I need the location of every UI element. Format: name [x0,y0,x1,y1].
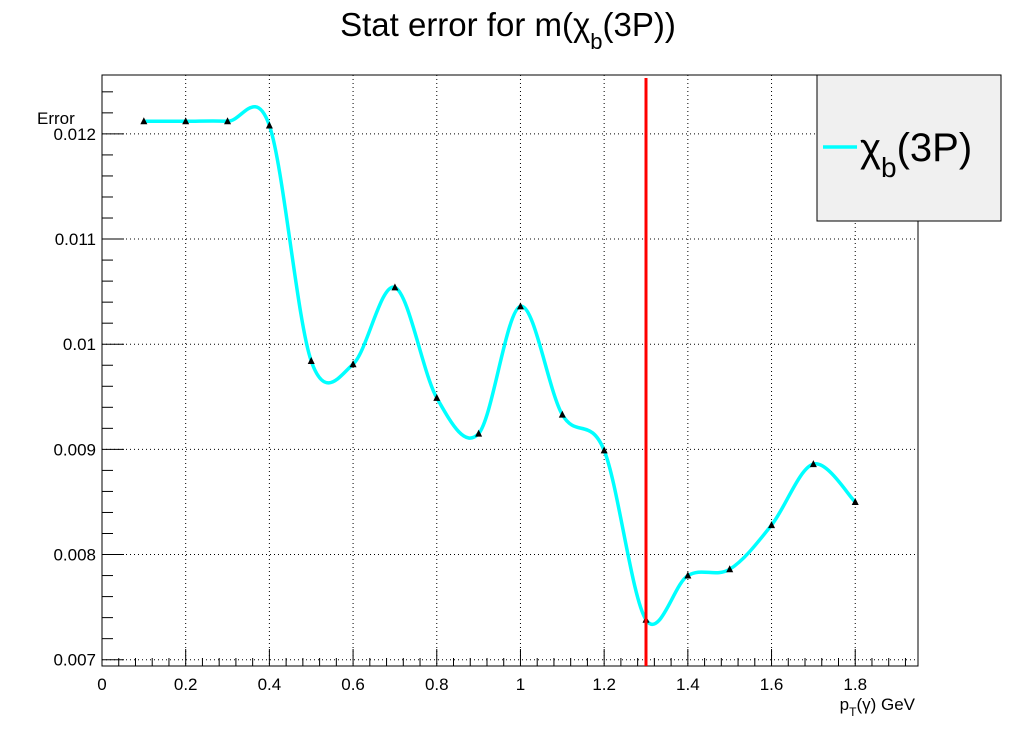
data-point-marker [140,117,148,125]
chart-title-suffix: (3P)) [603,6,676,43]
series-line [143,105,857,626]
x-tick-label: 1.6 [760,675,784,694]
y-tick-label: 0.01 [63,335,96,354]
data-point-marker [768,521,776,529]
data-point-marker [307,357,315,365]
data-point-marker [600,446,608,454]
data-point-marker [516,302,524,310]
y-tick-labels: 0.007 0.008 0.009 0.01 0.011 0.012 [53,125,96,670]
data-point-marker [391,283,399,291]
data-point-marker [182,117,190,125]
x-tick-label: 1.8 [843,675,867,694]
data-point-marker [224,117,232,125]
x-tick-label: 0.6 [341,675,365,694]
x-axis-title-main: p [840,695,849,714]
series-markers [140,117,859,623]
x-tick-label: 0.4 [258,675,282,694]
chart-title-symbol: χ [573,6,590,43]
chart-title: Stat error for m(χb(3P)) [340,6,676,54]
x-tick-label: 1.4 [676,675,700,694]
grid [102,75,918,666]
data-point-marker [684,571,692,579]
y-tick-label: 0.012 [53,125,96,144]
data-point-marker [558,410,566,418]
x-tick-labels: 0 0.2 0.4 0.6 0.8 1 1.2 1.4 1.6 1.8 [97,675,867,694]
y-axis-title: Error [37,109,75,128]
chart-title-subscript: b [590,29,602,54]
data-point-marker [475,429,483,437]
x-axis-title-subscript: T [849,705,857,719]
x-tick-label: 0.2 [174,675,198,694]
legend-entry: χb(3P) [860,126,972,183]
legend: χb(3P) [816,74,1002,222]
legend-entry-suffix: (3P) [897,126,973,170]
data-point-marker [265,121,273,129]
data-point-marker [726,565,734,573]
y-tick-label: 0.007 [53,651,96,670]
legend-entry-symbol: χ [860,126,881,170]
plot-frame [101,74,919,667]
x-tick-label: 1 [516,675,525,694]
y-tick-label: 0.009 [53,440,96,459]
data-point-marker [433,393,441,401]
x-axis-title-suffix: (γ) GeV [856,695,915,714]
chart-title-prefix: Stat error for m( [340,6,573,43]
y-tick-label: 0.008 [53,546,96,565]
x-tick-label: 0 [97,675,106,694]
x-tick-label: 1.2 [592,675,616,694]
data-point-marker [851,497,859,505]
x-tick-label: 0.8 [425,675,449,694]
data-point-marker [809,460,817,468]
legend-entry-subscript: b [881,152,897,183]
x-axis-title: pT(γ) GeV [840,695,916,719]
data-point-marker [349,360,357,368]
axis-ticks [101,91,906,666]
y-tick-label: 0.011 [55,230,96,249]
